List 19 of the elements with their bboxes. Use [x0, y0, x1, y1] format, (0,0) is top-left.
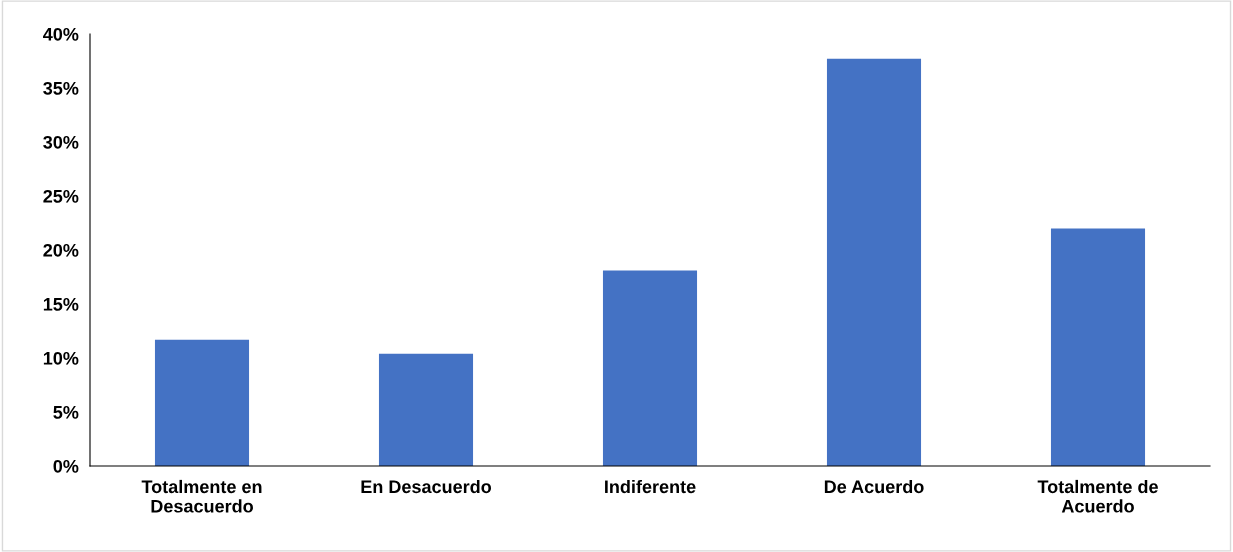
y-tick-label: 5%: [53, 405, 79, 419]
y-tick-label: 20%: [43, 243, 79, 257]
y-tick-label: 0%: [53, 459, 79, 473]
y-tick-label: 25%: [43, 189, 79, 203]
x-tick-label: En Desacuerdo: [361, 479, 492, 494]
bar: [826, 58, 922, 466]
bar: [1050, 228, 1146, 466]
x-tick-label: Totalmente en Desacuerdo: [141, 479, 262, 513]
bar: [602, 270, 698, 466]
bar: [154, 339, 250, 466]
y-tick-label: 10%: [43, 351, 79, 365]
y-tick-label: 30%: [43, 135, 79, 149]
x-tick-label: De Acuerdo: [824, 479, 924, 494]
x-tick-label: Indiferente: [605, 479, 696, 494]
x-tick-label: Totalmente de Acuerdo: [1037, 479, 1158, 513]
y-tick-label: 15%: [43, 297, 79, 311]
y-tick-label: 35%: [43, 81, 79, 95]
bar: [378, 353, 474, 466]
y-tick-label: 40%: [43, 27, 79, 41]
